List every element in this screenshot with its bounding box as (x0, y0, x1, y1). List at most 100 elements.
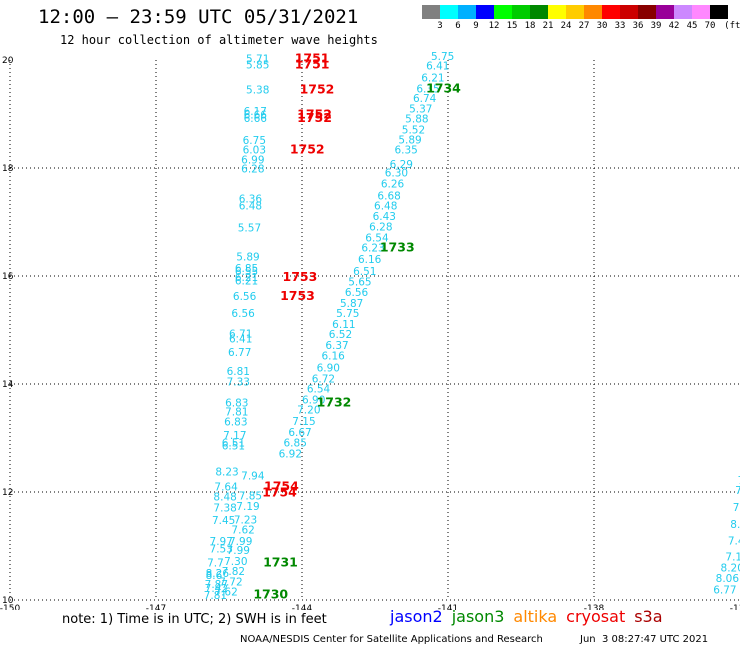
wave-height-value: 7.94 (241, 471, 265, 483)
wave-height-value: 6.28 (369, 222, 392, 234)
wave-height-value: 7.85 (239, 491, 262, 503)
altimeter-map: -150 -147 -144 -141 -138 -135 10 12 14 16 18 20 5.71… (0, 51, 740, 610)
wave-height-value: 6.90 (302, 394, 325, 406)
wave-height-value: 8.26 (206, 568, 230, 580)
wave-height-value: 7.1 (725, 552, 740, 564)
wave-height-value: 8.06 (716, 573, 740, 585)
wave-height-value: 6.67 (288, 427, 311, 439)
wave-height-value: 7.4 (728, 535, 740, 547)
wave-height-value: 7.99 (227, 545, 250, 557)
wave-height-value: 6.03 (243, 144, 266, 156)
color-scale-label: 30 (596, 21, 608, 31)
y-tick-label: 14 (2, 380, 14, 390)
wave-height-value: 6.21 (235, 276, 258, 288)
wave-height-value: 7.7 (207, 558, 224, 570)
legend-item-jason3: jason3 (451, 607, 505, 626)
wave-height-value: 6.48 (374, 201, 397, 213)
color-scale-swatch (620, 5, 638, 19)
wave-height-value: 6.21 (421, 73, 444, 85)
wave-height-value: 7.87 (205, 579, 228, 591)
credit-line: NOAA/NESDIS Center for Satellite Applica… (240, 634, 543, 645)
wave-height-value: 5.57 (238, 223, 261, 235)
y-tick-label: 12 (2, 488, 13, 498)
legend-item-altika: altika (513, 607, 558, 626)
pass-time-label: 1754 (264, 478, 299, 493)
color-scale-swatch (548, 5, 566, 19)
wave-height-value: 6.85 (284, 438, 307, 450)
wave-height-value: 6.99 (241, 155, 264, 167)
wave-height-value: 5.75 (336, 308, 359, 320)
color-scale-swatch (440, 5, 458, 19)
x-tick-label: -138 (584, 604, 605, 610)
wave-height-value: 6.85 (235, 263, 258, 275)
satellite-legend: jason2 jason3 altika cryosat s3a (390, 607, 672, 626)
wave-height-value: 7.62 (231, 525, 254, 537)
color-scale-label: 33 (614, 21, 626, 31)
wave-height-value: 6.43 (373, 211, 396, 223)
wave-height-value: 7.23 (234, 514, 257, 526)
wave-height-value: 6.71 (229, 329, 252, 341)
pass-time-label: 1733 (380, 240, 415, 255)
pass-time-label: 1753 (283, 269, 318, 284)
wave-height-value: 6.26 (381, 178, 405, 190)
color-scale-label: 21 (542, 21, 554, 31)
wave-height-value: 6.55 (235, 266, 258, 278)
color-scale-swatch (512, 5, 530, 19)
wave-height-value: 6.66 (244, 109, 268, 121)
pass-time-label: 1732 (317, 395, 352, 410)
x-tick-label: -144 (292, 604, 313, 610)
y-tick-label: 20 (2, 56, 14, 66)
pass-time-label: 1751 (295, 57, 330, 72)
wave-height-value: 6.56 (345, 287, 369, 299)
color-scale-swatch (710, 5, 728, 19)
wave-height-value: 5.71 (246, 54, 269, 66)
wave-height-value: 7.20 (297, 405, 320, 417)
wave-height-value: 7.72 (219, 576, 242, 588)
wave-height-value: 5.88 (405, 114, 428, 126)
wave-height-value: 7 (738, 475, 740, 487)
pass-time-label: 1753 (280, 288, 315, 303)
wave-height-value: 6.83 (224, 417, 247, 429)
wave-height-value: 5.38 (246, 84, 269, 96)
wave-height-value: 6.83 (225, 398, 248, 410)
color-scale-swatch (494, 5, 512, 19)
wave-height-value: 6.11 (332, 319, 355, 331)
y-tick-label: 16 (2, 272, 14, 282)
wave-height-value: 6.56 (231, 308, 255, 320)
wave-height-value: 5.85 (246, 60, 269, 72)
color-scale-swatch (674, 5, 692, 19)
wave-height-value: 7.99 (229, 536, 252, 548)
wave-height-value: 6.90 (317, 363, 340, 375)
wave-height-value: 6.29 (390, 159, 413, 171)
color-scale-label: 3 (437, 21, 443, 31)
pass-time-label: 1752 (300, 81, 335, 96)
wave-height-value: 7.38 (213, 502, 236, 514)
color-scale-swatch (476, 5, 494, 19)
wave-height-value: 6.77 (228, 347, 251, 359)
wave-height-value: 6.30 (385, 168, 408, 180)
pass-time-label: 1731 (263, 555, 298, 570)
wave-height-value: 7 (735, 485, 740, 497)
wave-height-value: 6.75 (243, 135, 266, 147)
color-scale-label: 24 (560, 21, 572, 31)
pass-time-label: 1730 (253, 586, 288, 601)
color-scale-swatch (530, 5, 548, 19)
wave-height-value: 6.17 (244, 106, 267, 118)
color-scale-label: 39 (650, 21, 662, 31)
color-scale-swatch (566, 5, 584, 19)
color-scale-label: 42 (668, 21, 680, 31)
y-tick-label: 18 (2, 164, 14, 174)
color-scale-swatch (602, 5, 620, 19)
pass-time-label: 1751 (295, 51, 330, 66)
wave-height-value: 6.41 (229, 333, 252, 345)
wave-height-value: 6.68 (377, 190, 400, 202)
wave-height-value: 7.33 (227, 377, 250, 389)
color-scale-unit: (ft) (724, 21, 740, 31)
wave-height-value: 6.35 (416, 83, 439, 95)
wave-height-value: 6.21 (235, 272, 258, 284)
wave-height-value: 6.41 (426, 61, 449, 73)
wave-height-value: 7.42 (205, 583, 228, 595)
wave-height-value: 7.97 (210, 536, 233, 548)
wave-height-value: 5.87 (340, 298, 363, 310)
color-scale-swatch (458, 5, 476, 19)
